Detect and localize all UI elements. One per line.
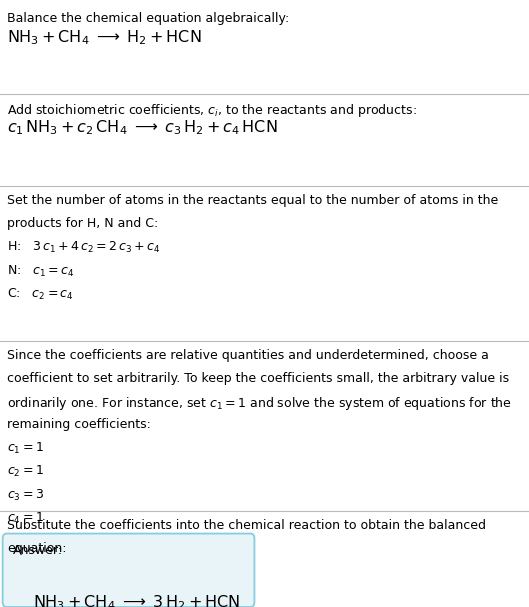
Text: C:   $c_2 = c_4$: C: $c_2 = c_4$	[7, 287, 74, 302]
Text: Substitute the coefficients into the chemical reaction to obtain the balanced: Substitute the coefficients into the che…	[7, 519, 486, 532]
Text: Since the coefficients are relative quantities and underdetermined, choose a: Since the coefficients are relative quan…	[7, 349, 489, 362]
Text: Add stoichiometric coefficients, $c_i$, to the reactants and products:: Add stoichiometric coefficients, $c_i$, …	[7, 102, 417, 119]
Text: $c_3 = 3$: $c_3 = 3$	[7, 487, 44, 503]
Text: equation:: equation:	[7, 542, 66, 555]
FancyBboxPatch shape	[3, 534, 254, 607]
Text: products for H, N and C:: products for H, N and C:	[7, 217, 158, 230]
Text: Balance the chemical equation algebraically:: Balance the chemical equation algebraica…	[7, 12, 289, 25]
Text: $\mathrm{NH}_3 + \mathrm{CH}_4 \;\longrightarrow\; 3\,\mathrm{H}_2 + \mathrm{HCN: $\mathrm{NH}_3 + \mathrm{CH}_4 \;\longri…	[33, 594, 241, 607]
Text: $c_1\, \mathrm{NH}_3 + c_2\, \mathrm{CH}_4 \;\longrightarrow\; c_3\, \mathrm{H}_: $c_1\, \mathrm{NH}_3 + c_2\, \mathrm{CH}…	[7, 118, 277, 137]
Text: H:   $3\,c_1 + 4\,c_2 = 2\,c_3 + c_4$: H: $3\,c_1 + 4\,c_2 = 2\,c_3 + c_4$	[7, 240, 161, 256]
Text: coefficient to set arbitrarily. To keep the coefficients small, the arbitrary va: coefficient to set arbitrarily. To keep …	[7, 372, 509, 385]
Text: $c_4 = 1$: $c_4 = 1$	[7, 510, 44, 526]
Text: Set the number of atoms in the reactants equal to the number of atoms in the: Set the number of atoms in the reactants…	[7, 194, 498, 207]
Text: ordinarily one. For instance, set $c_1 = 1$ and solve the system of equations fo: ordinarily one. For instance, set $c_1 =…	[7, 395, 512, 412]
Text: Answer:: Answer:	[13, 544, 63, 557]
Text: $\mathrm{NH}_3 + \mathrm{CH}_4 \;\longrightarrow\; \mathrm{H}_2 + \mathrm{HCN}$: $\mathrm{NH}_3 + \mathrm{CH}_4 \;\longri…	[7, 29, 202, 47]
Text: $c_1 = 1$: $c_1 = 1$	[7, 441, 44, 456]
Text: remaining coefficients:: remaining coefficients:	[7, 418, 151, 431]
Text: N:   $c_1 = c_4$: N: $c_1 = c_4$	[7, 263, 75, 279]
Text: $c_2 = 1$: $c_2 = 1$	[7, 464, 44, 480]
